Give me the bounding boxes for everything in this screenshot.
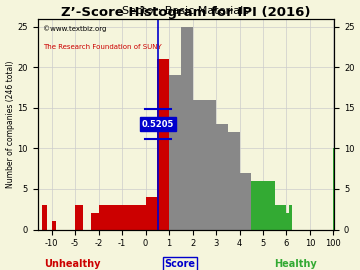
Text: The Research Foundation of SUNY: The Research Foundation of SUNY — [44, 44, 162, 50]
Text: Score: Score — [165, 259, 195, 269]
Bar — [263, 181, 275, 230]
Bar — [181, 27, 193, 230]
Bar — [289, 205, 292, 229]
Bar — [91, 213, 99, 230]
Bar — [169, 75, 181, 230]
Text: 0.5205: 0.5205 — [141, 120, 174, 129]
Bar — [287, 213, 289, 230]
Title: Z’-Score Histogram for IPI (2016): Z’-Score Histogram for IPI (2016) — [61, 6, 311, 19]
Bar — [75, 205, 83, 229]
Bar — [275, 205, 287, 229]
Text: ©www.textbiz.org: ©www.textbiz.org — [44, 25, 107, 32]
Bar — [122, 205, 145, 229]
Bar — [193, 100, 204, 230]
Text: Healthy: Healthy — [274, 259, 316, 269]
Bar — [99, 205, 122, 229]
Text: Sector: Basic Materials: Sector: Basic Materials — [122, 6, 249, 16]
Bar — [204, 100, 216, 230]
Text: Unhealthy: Unhealthy — [44, 259, 100, 269]
Bar — [157, 59, 169, 230]
Bar — [216, 124, 228, 230]
Bar — [251, 181, 263, 230]
Bar — [228, 132, 239, 230]
Bar — [42, 205, 47, 229]
Bar — [51, 221, 57, 229]
Bar — [145, 197, 157, 230]
Bar — [239, 173, 251, 230]
Y-axis label: Number of companies (246 total): Number of companies (246 total) — [5, 60, 14, 188]
